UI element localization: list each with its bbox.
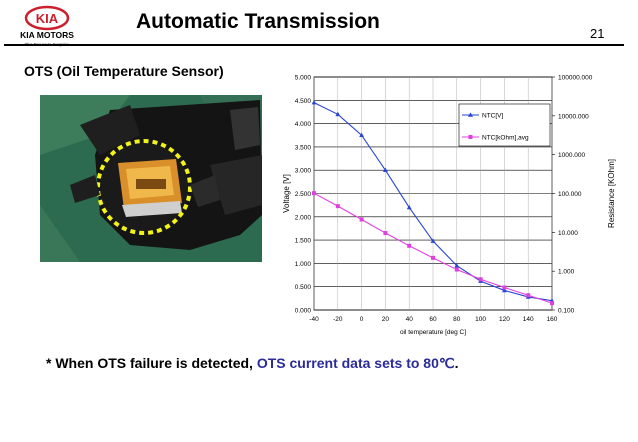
series-point <box>359 217 364 222</box>
series-point <box>335 111 341 117</box>
brand-name: KIA MOTORS <box>20 30 74 40</box>
y-tick-label: 2.000 <box>295 214 312 221</box>
series-point <box>406 204 412 210</box>
series-point <box>383 167 388 172</box>
series-point <box>407 243 412 248</box>
x-tick-label: -40 <box>309 316 319 323</box>
y-tick-label: 4.500 <box>295 98 312 105</box>
y-tick-label: 3.000 <box>295 168 312 175</box>
x-tick-label: -20 <box>333 316 343 323</box>
series-point <box>383 231 388 236</box>
y2-tick-label: 100.000 <box>558 191 582 198</box>
note-prefix: * When OTS failure is detected, <box>46 355 257 371</box>
series-point <box>359 132 364 138</box>
note-suffix: . <box>454 355 459 371</box>
legend-label: NTC[V] <box>482 113 504 120</box>
y2-tick-label: 1.000 <box>558 269 575 276</box>
y-tick-label: 0.500 <box>295 284 312 291</box>
y-tick-label: 4.000 <box>295 121 312 128</box>
series-point <box>502 285 507 290</box>
series-point <box>550 301 554 306</box>
x-tick-label: 80 <box>453 316 461 323</box>
y2-tick-label: 10.000 <box>558 230 578 237</box>
failure-note: * When OTS failure is detected, OTS curr… <box>46 355 459 372</box>
x-tick-label: 160 <box>547 316 558 323</box>
sensor-photo <box>40 95 262 262</box>
x-tick-label: 140 <box>523 316 534 323</box>
x-tick-label: 100 <box>475 316 486 323</box>
legend-marker <box>468 135 473 139</box>
y-tick-label: 0.000 <box>295 308 312 315</box>
y2-axis-label: Resistance [KOhm] <box>607 159 616 228</box>
y-tick-label: 2.500 <box>295 191 312 198</box>
section-subtitle: OTS (Oil Temperature Sensor) <box>24 63 224 79</box>
ntc-chart: 0.000 0.500 1.000 1.500 2.000 2.500 3.000 3.500… <box>276 66 622 350</box>
x-tick-label: 120 <box>499 316 510 323</box>
x-tick-label: 0 <box>360 316 364 323</box>
legend-box <box>458 103 551 147</box>
series-point <box>312 191 316 196</box>
y2-tick-label: 10000.000 <box>558 113 589 120</box>
x-axis-label: oil temperature [deg C] <box>400 329 466 336</box>
y2-tick-label: 0.100 <box>558 308 575 315</box>
series-point <box>454 267 459 272</box>
slide-title: Automatic Transmission <box>136 10 380 33</box>
legend-marker <box>468 112 473 117</box>
series-point <box>526 293 531 298</box>
x-tick-label: 20 <box>382 316 390 323</box>
y-tick-label: 1.000 <box>295 261 312 268</box>
legend-label: NTC[kOhm],avg <box>482 135 529 142</box>
y2-tick-label: 100000.000 <box>558 75 593 82</box>
header-divider <box>4 44 624 46</box>
ntc-chart-svg: 0.000 0.500 1.000 1.500 2.000 2.500 3.000 3.500… <box>282 75 616 337</box>
series-point <box>430 238 436 243</box>
logo-text: KIA <box>36 11 59 26</box>
y-tick-label: 5.000 <box>295 75 312 82</box>
page-number: 21 <box>590 26 605 41</box>
series-point <box>478 277 483 282</box>
series-point <box>311 100 317 105</box>
series-point <box>502 287 507 293</box>
series-point <box>454 263 460 268</box>
kia-logo: KIA KIA MOTORS The Power to Surprise <box>6 4 88 48</box>
y-axis-label: Voltage [V] <box>282 174 291 213</box>
x-tick-label: 40 <box>406 316 414 323</box>
series-point <box>431 255 435 260</box>
y-tick-label: 3.500 <box>295 144 312 151</box>
series-point <box>335 204 340 209</box>
note-highlight: OTS current data sets to 80℃ <box>256 355 455 371</box>
x-tick-label: 60 <box>429 316 437 323</box>
y-tick-label: 1.500 <box>295 238 312 245</box>
y2-tick-label: 1000.000 <box>558 152 585 159</box>
